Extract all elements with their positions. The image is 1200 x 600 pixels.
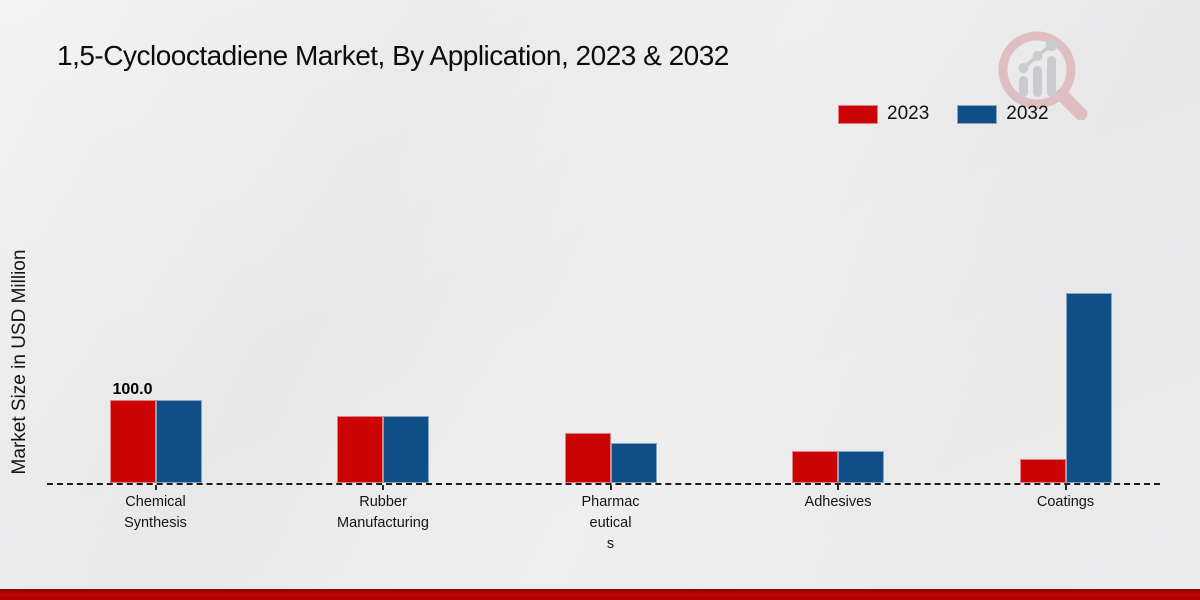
x-axis-tick-adhesives [837, 485, 839, 490]
category-label-rubber-manufacturing: Rubber Manufacturing [337, 494, 429, 531]
category-label-chemical-synthesis: Chemical Synthesis [124, 494, 187, 531]
legend-swatch-2023 [838, 104, 878, 124]
x-axis-tick-rubber-manufacturing [382, 485, 384, 490]
category-label-adhesives: Adhesives [804, 494, 872, 510]
legend-item-2023: 2023 [838, 103, 929, 125]
bar-2032-chemical-synthesis [155, 400, 202, 483]
legend-label-2032: 2032 [1006, 103, 1049, 124]
magnifier-trend-logo-icon [992, 28, 1092, 125]
bar-2032-pharmaceuticals [610, 443, 657, 483]
bar-2023-coatings [1019, 458, 1066, 483]
bar-2032-rubber-manufacturing [383, 415, 429, 483]
x-axis-tick-pharmaceuticals [609, 485, 612, 490]
x-axis-tick-chemical-synthesis [154, 485, 157, 490]
x-axis-tick-coatings [1064, 485, 1067, 490]
bar-value-label: 100.0 [112, 381, 153, 399]
category-label-coatings: Coatings [1036, 494, 1095, 510]
bar-2032-coatings [1065, 292, 1112, 483]
bar-2023-chemical-synthesis [109, 400, 156, 483]
category-label-pharmaceuticals: Pharmac eutical s [581, 494, 640, 552]
bar-2032-adhesives [838, 450, 884, 483]
y-axis-label: Market Size in USD Million [9, 249, 30, 475]
legend: 2023 2032 [838, 103, 1049, 125]
x-axis-baseline [47, 483, 1160, 485]
legend-label-2023: 2023 [887, 103, 930, 124]
legend-swatch-2032 [957, 104, 998, 124]
bar-2023-adhesives [792, 450, 838, 483]
legend-item-2032: 2032 [957, 103, 1049, 125]
chart-title: 1,5-Cyclooctadiene Market, By Applicatio… [57, 40, 729, 71]
bar-2023-pharmaceuticals [564, 433, 611, 483]
footer-red-band [0, 589, 1200, 600]
bar-2023-rubber-manufacturing [337, 415, 383, 483]
